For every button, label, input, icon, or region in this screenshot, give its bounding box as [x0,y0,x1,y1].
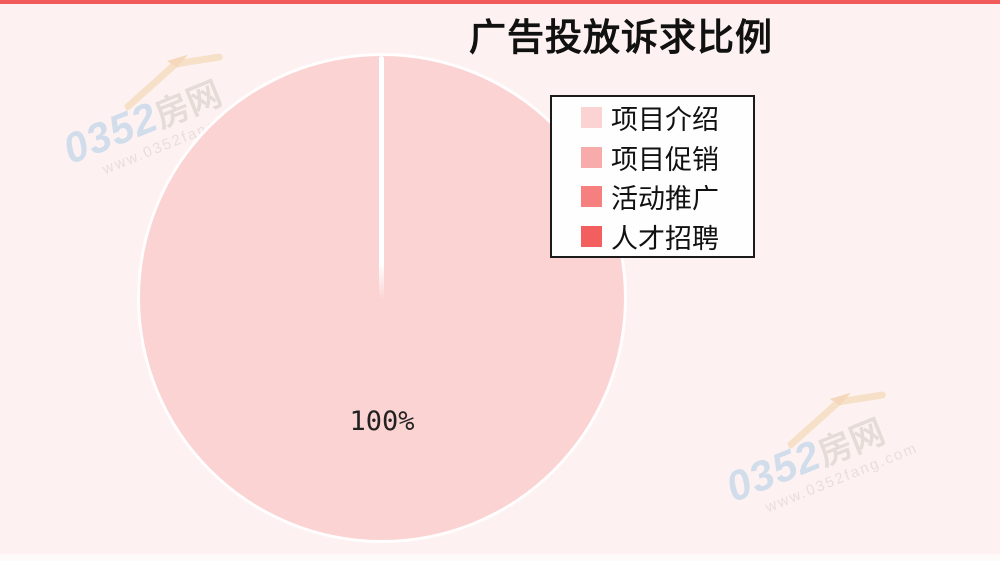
legend-swatch-activity-promo [581,186,602,208]
legend-swatch-recruiting [581,225,602,247]
legend-label: 项目介绍 [611,105,719,136]
legend-box: 项目介绍 项目促销 活动推广 人才招聘 [550,95,755,258]
chart-title: 广告投放诉求比例 [469,17,773,58]
legend-label: 活动推广 [611,184,719,215]
legend-item-project-intro: 项目介绍 [581,98,753,138]
watermark-brand-number: 0352 [719,430,828,511]
legend-label: 人才招聘 [611,223,719,254]
watermark-url: www.0352fang.com [762,439,921,517]
top-border-line [0,0,1000,4]
legend-item-activity-promo: 活动推广 [581,177,753,217]
legend-item-recruiting: 人才招聘 [581,217,753,257]
pie-data-label: 100% [349,406,415,437]
watermark-brand: 0352房网 [719,376,969,511]
house-roof-icon [786,391,886,449]
pie-slice-boundary-line [379,56,384,300]
legend-swatch-project-promo [581,146,602,168]
watermark-brand-suffix: 房网 [812,412,891,474]
watermark-brand-number: 0352 [56,92,165,173]
house-roof-icon [123,53,223,111]
bottom-strip [0,554,1000,561]
legend-swatch-project-intro [581,107,602,129]
legend-label: 项目促销 [611,144,719,175]
legend-item-project-promo: 项目促销 [581,138,753,178]
watermark-bottom-right: 0352房网 www.0352fang.com [711,352,975,526]
